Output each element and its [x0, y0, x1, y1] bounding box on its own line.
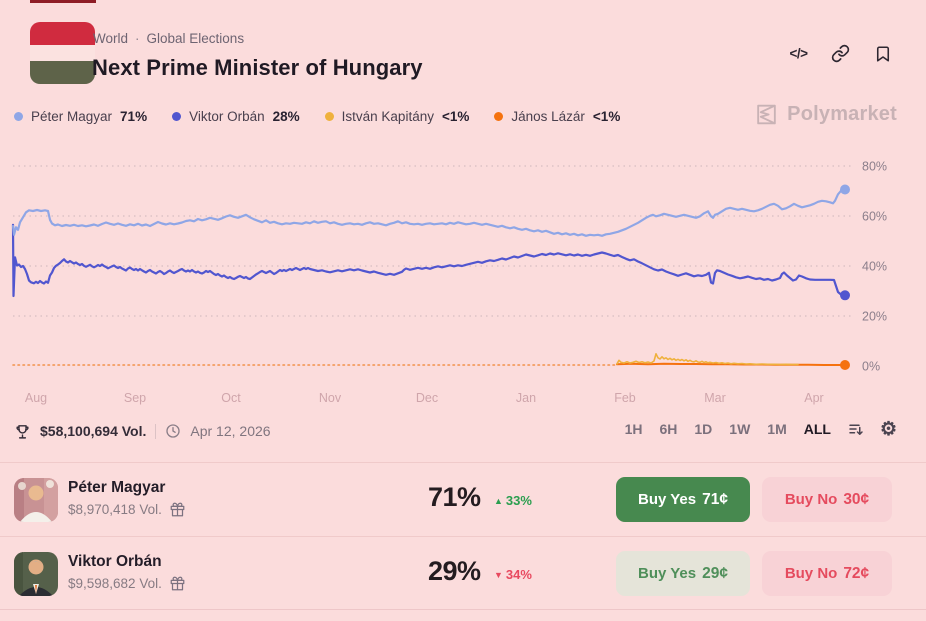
- buy-no-button[interactable]: Buy No 30¢: [762, 477, 892, 522]
- outcome-name: Viktor Orbán: [68, 553, 162, 570]
- legend-item-orban[interactable]: Viktor Orbán 28%: [172, 109, 300, 124]
- outcome-volume: $9,598,682 Vol.: [68, 576, 185, 591]
- legend-value: <1%: [441, 109, 470, 124]
- legend-item-magyar[interactable]: Péter Magyar 71%: [14, 109, 147, 124]
- range-1d-button[interactable]: 1D: [694, 421, 713, 437]
- buy-no-price: 72¢: [843, 564, 870, 582]
- hungary-flag-image: [30, 22, 95, 84]
- gear-icon[interactable]: ⚙: [879, 418, 897, 440]
- chart-legend: Péter Magyar 71% Viktor Orbán 28% István…: [14, 109, 620, 124]
- chance-value: 71%: [428, 482, 481, 512]
- avatar: [14, 552, 58, 596]
- buy-yes-label: Buy Yes: [638, 491, 697, 508]
- copy-link-icon[interactable]: [831, 44, 850, 63]
- price-chart[interactable]: 80% 60% 40% 20% 0% Aug Sep Oct Nov Dec Jan Feb Mar Ap…: [0, 148, 926, 410]
- svg-text:Aug: Aug: [25, 391, 47, 405]
- svg-text:Oct: Oct: [221, 391, 241, 405]
- svg-text:Jan: Jan: [516, 391, 536, 405]
- down-arrow-icon: ▼: [494, 569, 503, 580]
- chance-value: 29%: [428, 556, 481, 586]
- legend-item-lazar[interactable]: János Lázár <1%: [494, 109, 620, 124]
- gift-icon[interactable]: [170, 502, 185, 517]
- clock-icon: [165, 423, 181, 439]
- outcome-volume-value: $8,970,418 Vol.: [68, 502, 162, 517]
- outcome-name: Péter Magyar: [68, 479, 166, 496]
- legend-value: 71%: [120, 109, 148, 124]
- breadcrumb: World · Global Elections: [93, 31, 244, 46]
- outcome-volume-value: $9,598,682 Vol.: [68, 576, 162, 591]
- range-1w-button[interactable]: 1W: [729, 421, 751, 437]
- scale-toggle-icon[interactable]: [847, 420, 865, 438]
- trophy-icon: [14, 423, 31, 440]
- legend-dot-lazar: [494, 112, 504, 121]
- change-value: 34%: [505, 567, 532, 582]
- buy-yes-button[interactable]: Buy Yes 71¢: [616, 477, 750, 522]
- bookmark-icon[interactable]: [873, 44, 892, 63]
- polymarket-watermark: Polymarket: [754, 102, 897, 127]
- svg-text:20%: 20%: [862, 310, 887, 324]
- svg-text:0%: 0%: [862, 360, 880, 374]
- buy-no-price: 30¢: [843, 490, 870, 508]
- svg-text:40%: 40%: [862, 260, 887, 274]
- volume-value: $58,100,694 Vol.: [40, 423, 147, 439]
- legend-item-kapitany[interactable]: István Kapitány <1%: [324, 109, 470, 124]
- svg-text:Sep: Sep: [124, 391, 146, 405]
- legend-dot-kapitany: [324, 112, 334, 121]
- header-actions: </>: [789, 44, 892, 63]
- buy-no-label: Buy No: [784, 565, 838, 582]
- legend-label: István Kapitány: [341, 109, 434, 124]
- chance-change: ▲ 33%: [494, 493, 532, 508]
- range-1m-button[interactable]: 1M: [767, 421, 787, 437]
- polymarket-wordmark: Polymarket: [787, 103, 897, 125]
- embed-code-icon[interactable]: </>: [789, 46, 808, 61]
- buy-yes-button[interactable]: Buy Yes 29¢: [616, 551, 750, 596]
- buy-yes-price: 71¢: [702, 490, 728, 508]
- svg-text:Feb: Feb: [614, 391, 636, 405]
- svg-text:Dec: Dec: [416, 391, 438, 405]
- range-6h-button[interactable]: 6H: [659, 421, 678, 437]
- legend-label: Péter Magyar: [31, 109, 113, 124]
- avatar: [14, 478, 58, 522]
- legend-value: <1%: [592, 109, 621, 124]
- breadcrumb-separator: ·: [135, 31, 140, 46]
- market-meta: $58,100,694 Vol. Apr 12, 2026: [14, 420, 271, 442]
- range-1h-button[interactable]: 1H: [624, 421, 643, 437]
- buy-no-button[interactable]: Buy No 72¢: [762, 551, 892, 596]
- meta-divider: [155, 423, 157, 439]
- scrolled-card-edge: [30, 0, 96, 3]
- legend-label: Viktor Orbán: [189, 109, 265, 124]
- breadcrumb-world-link[interactable]: World: [93, 31, 129, 46]
- svg-text:80%: 80%: [862, 160, 887, 174]
- outcome-volume: $8,970,418 Vol.: [68, 502, 185, 517]
- up-arrow-icon: ▲: [494, 495, 503, 506]
- buy-yes-label: Buy Yes: [638, 565, 697, 582]
- breadcrumb-global-elections-link[interactable]: Global Elections: [146, 31, 245, 46]
- gift-icon[interactable]: [170, 576, 185, 591]
- change-value: 33%: [505, 493, 532, 508]
- svg-text:Apr: Apr: [804, 391, 823, 405]
- svg-text:60%: 60%: [862, 210, 887, 224]
- svg-text:Nov: Nov: [319, 391, 342, 405]
- page-title: Next Prime Minister of Hungary: [92, 55, 423, 80]
- end-date: Apr 12, 2026: [190, 423, 271, 439]
- range-all-button[interactable]: ALL: [803, 421, 831, 437]
- outcome-row-magyar[interactable]: Péter Magyar $8,970,418 Vol. 71% ▲ 33% B…: [0, 462, 926, 537]
- polymarket-logo-icon: [757, 104, 776, 125]
- svg-text:Mar: Mar: [704, 391, 726, 405]
- outcome-row-orban[interactable]: Viktor Orbán $9,598,682 Vol. 29% ▼ 34% B…: [0, 536, 926, 610]
- buy-no-label: Buy No: [784, 491, 838, 508]
- legend-dot-magyar: [14, 112, 23, 121]
- time-range-controls: 1H 6H 1D 1W 1M ALL ⚙: [624, 419, 897, 439]
- legend-dot-orban: [172, 112, 182, 121]
- legend-value: 28%: [272, 109, 300, 124]
- chance-change: ▼ 34%: [494, 567, 532, 582]
- buy-yes-price: 29¢: [702, 564, 728, 582]
- legend-label: János Lázár: [511, 109, 585, 124]
